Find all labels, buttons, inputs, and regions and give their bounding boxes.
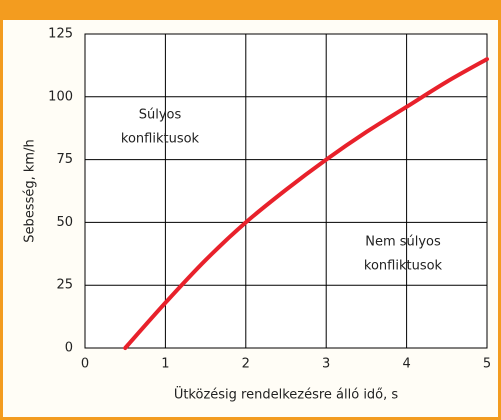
x-tick-label: 0 [81,357,89,372]
y-tick-label: 0 [65,341,73,356]
line [123,57,489,350]
x-tick-label: 3 [322,357,330,372]
annotation: konfliktusok [121,132,200,147]
y-tick-label: 125 [48,27,73,42]
annotation: konfliktusok [364,259,443,274]
x-tick-label: 4 [402,357,410,372]
x-axis-title: Ütközésig rendelkezésre álló idő, s [174,386,399,403]
x-tick-label: 5 [483,357,491,372]
y-tick-label: 50 [56,215,73,230]
x-tick-label: 1 [161,357,169,372]
annotation: Nem súlyos [365,235,441,250]
x-tick-label: 2 [242,357,250,372]
y-axis-title: Sebesség, km/h [23,139,38,242]
annotation: Súlyos [139,108,182,123]
y-tick-label: 75 [56,152,73,167]
y-tick-label: 100 [48,89,73,104]
y-tick-label: 25 [56,278,73,293]
